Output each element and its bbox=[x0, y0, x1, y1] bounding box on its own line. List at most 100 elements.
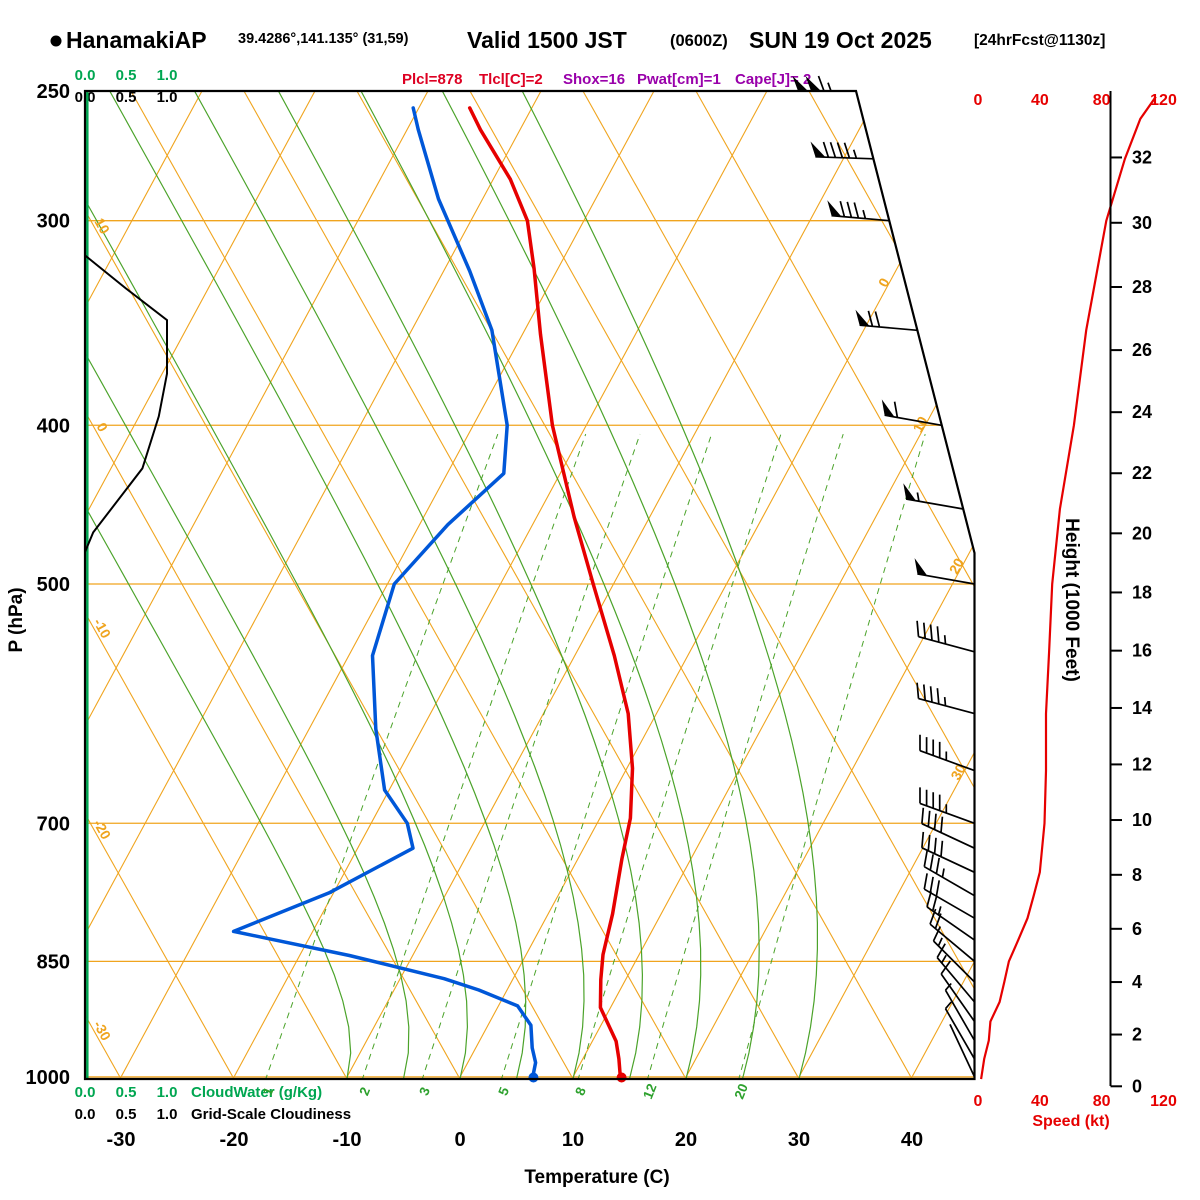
pressure-tick-label: 700 bbox=[37, 813, 70, 835]
isotherm-line bbox=[85, 91, 316, 1079]
wind-barb bbox=[916, 620, 975, 653]
mixing-ratio-line bbox=[421, 433, 641, 1079]
temperature-tick-label: -20 bbox=[220, 1129, 249, 1151]
isotherm-end-label: 10 bbox=[909, 413, 931, 434]
moist-adiabat-line bbox=[277, 91, 644, 1079]
dry-adiabat-line bbox=[1035, 91, 1200, 1079]
moist-adiabat-line bbox=[193, 91, 585, 1079]
wind-barb bbox=[815, 141, 874, 160]
height-tick-label: 26 bbox=[1132, 340, 1152, 360]
wind-barb bbox=[831, 200, 890, 222]
stability-param: Cape[J]= 2 bbox=[735, 71, 811, 88]
stability-params-line: Plcl=878 Tlcl[C]=2 Shox=16 Pwat[cm]=1 Cape[J… bbox=[402, 71, 811, 88]
wind-barb bbox=[919, 734, 975, 772]
wind-barb-pennant bbox=[792, 76, 808, 91]
mixing-ratio-line bbox=[646, 433, 844, 1079]
stability-param: Tlcl[C]=2 bbox=[479, 71, 543, 88]
station-name: HanamakiAP bbox=[66, 27, 207, 53]
pressure-tick-label: 250 bbox=[37, 81, 70, 103]
mixing-ratio-line bbox=[361, 433, 587, 1079]
mixing-ratio-label: 12 bbox=[640, 1082, 660, 1102]
dry-adiabat-end-label: 10 bbox=[92, 215, 114, 237]
stability-param: Pwat[cm]=1 bbox=[637, 71, 721, 88]
dewpoint-curve bbox=[231, 106, 538, 1081]
dry-adiabat-line bbox=[243, 91, 800, 1079]
temperature-tick-label: 20 bbox=[675, 1129, 697, 1151]
mixing-ratio-label: 20 bbox=[731, 1082, 751, 1102]
temperature-tick-label: 0 bbox=[454, 1129, 465, 1151]
plot-border bbox=[83, 89, 976, 1081]
cloudiness-label: Grid-Scale Cloudiness bbox=[191, 1106, 351, 1123]
height-tick-label: 14 bbox=[1132, 698, 1152, 718]
moist-adiabat-line bbox=[109, 91, 527, 1079]
moist-adiabat-line bbox=[85, 91, 352, 1079]
isotherm-end-label: 0 bbox=[875, 275, 893, 290]
height-tick-label: 0 bbox=[1132, 1076, 1142, 1096]
isotherm-line bbox=[119, 91, 655, 1079]
moist-adiabat-line bbox=[360, 91, 702, 1079]
wind-barb-pennant bbox=[827, 200, 842, 217]
temperature-tick-label: 30 bbox=[788, 1129, 810, 1151]
temperature-curve bbox=[467, 106, 635, 1081]
dry-adiabat-line bbox=[85, 91, 461, 1079]
speed-tick-label: 0 bbox=[974, 92, 983, 109]
wind-barb-pennant bbox=[805, 76, 821, 91]
isotherm-end-label: 20 bbox=[946, 555, 968, 576]
pressure-tick-label: 300 bbox=[37, 211, 70, 233]
height-tick-label: 28 bbox=[1132, 277, 1152, 297]
speed-tick-label: 40 bbox=[1031, 1093, 1049, 1110]
dry-adiabat-end-label: -20 bbox=[90, 817, 114, 843]
temperature-tick-label: 40 bbox=[901, 1129, 923, 1151]
stability-param: Plcl=878 bbox=[402, 71, 462, 88]
speed-tick-label: 0 bbox=[974, 1093, 983, 1110]
temperature-tick-label: -30 bbox=[107, 1129, 136, 1151]
dry-adiabat-end-label: -30 bbox=[90, 1018, 114, 1044]
wind-barb bbox=[859, 310, 918, 332]
speed-tick-label: 40 bbox=[1031, 92, 1049, 109]
wind-barb bbox=[949, 1024, 976, 1078]
isotherm-line bbox=[345, 91, 881, 1079]
cloud-scale-tick: 0.0 bbox=[75, 1084, 96, 1101]
wind-barb bbox=[905, 492, 964, 510]
pressure-tick-label: 500 bbox=[37, 574, 70, 596]
cloud-scale-tick: 1.0 bbox=[157, 67, 178, 84]
mixing-ratio-line bbox=[737, 433, 926, 1079]
cloud-scale-tick: 0.5 bbox=[116, 1084, 137, 1101]
dry-adiabat-line bbox=[582, 91, 975, 1079]
valid-zulu: (0600Z) bbox=[670, 32, 728, 50]
height-tick-label: 8 bbox=[1132, 865, 1142, 885]
pressure-tick-label: 850 bbox=[37, 951, 70, 973]
dry-adiabat-line bbox=[0, 91, 8, 1079]
dry-adiabat-line bbox=[85, 91, 574, 1079]
wind-barb bbox=[884, 401, 942, 427]
isotherm-line bbox=[571, 91, 975, 1079]
stability-param: Shox=16 bbox=[563, 71, 625, 88]
dry-adiabat-line bbox=[921, 91, 975, 1079]
temperature-tick-label: 10 bbox=[562, 1129, 584, 1151]
height-tick-label: 2 bbox=[1132, 1025, 1142, 1045]
wind-barb bbox=[944, 982, 976, 1041]
wind-barb bbox=[936, 943, 976, 1003]
dry-adiabat-line bbox=[469, 91, 975, 1079]
speed-axis-label: Speed (kt) bbox=[1032, 1113, 1109, 1130]
isotherm-line bbox=[232, 91, 768, 1079]
wind-barb bbox=[923, 873, 975, 919]
wind-barb bbox=[919, 787, 975, 825]
moist-adiabat-line bbox=[521, 91, 818, 1079]
wind-barb bbox=[944, 1001, 976, 1060]
station-coords: 39.4286°,141.135° (31,59) bbox=[238, 31, 409, 47]
height-tick-label: 18 bbox=[1132, 582, 1152, 602]
isotherm-line bbox=[85, 91, 203, 1079]
dry-adiabat-line bbox=[356, 91, 913, 1079]
wind-barb bbox=[926, 891, 975, 941]
skewt-grid bbox=[0, 91, 1200, 1079]
height-tick-label: 22 bbox=[1132, 463, 1152, 483]
dry-adiabat-line bbox=[85, 91, 348, 1079]
valid-time: Valid 1500 JST bbox=[467, 27, 627, 53]
wind-barb bbox=[923, 850, 975, 897]
pressure-axis-label: P (hPa) bbox=[6, 587, 27, 652]
cloud-scale-tick: 1.0 bbox=[157, 1084, 178, 1101]
cloud-scale-tick: 0.5 bbox=[116, 1106, 137, 1123]
